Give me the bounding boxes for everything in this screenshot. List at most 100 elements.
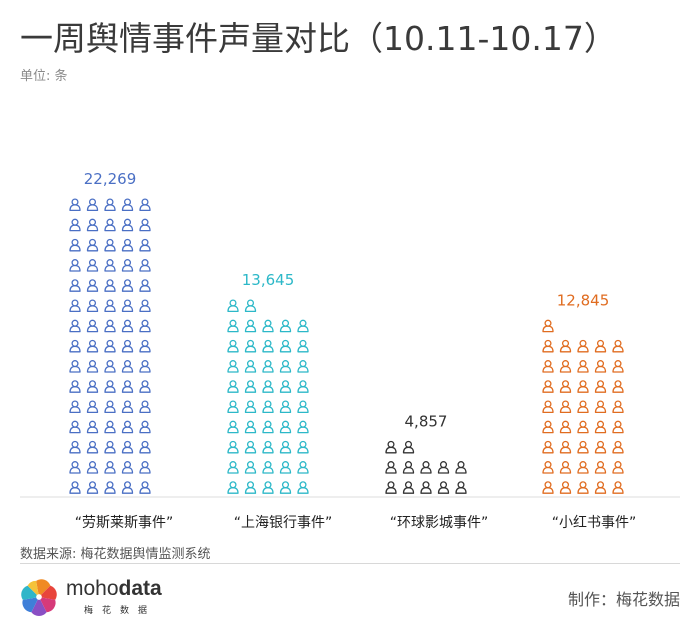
person-icon [86,440,99,454]
person-icon [139,420,151,434]
person-icon [86,238,99,252]
person-icon [86,400,99,414]
person-icon [244,299,257,313]
person-icon [244,481,257,494]
person-icon [402,481,415,494]
person-icon [86,319,99,333]
person-icon [104,420,116,434]
brand-name: mohodata [66,577,162,601]
category-label-shanghai-bank: “上海银行事件” [233,515,333,531]
person-icon [86,420,99,434]
person-icon [121,400,134,414]
maker-credit: 制作：梅花数据 [567,590,680,609]
person-icon [69,218,81,232]
person-icon [279,319,292,333]
person-icon [139,440,151,454]
person-icon [139,461,151,474]
person-icon [244,380,257,393]
person-icon [559,339,572,353]
person-icon [612,400,624,414]
category-label-universal-studios: “环球影城事件” [389,515,489,531]
person-icon [577,339,589,353]
person-icon [69,440,81,454]
person-icon [104,481,116,494]
person-icon [542,400,554,414]
person-icon [297,380,309,393]
person-icon [542,380,554,393]
person-icon [86,218,99,232]
person-icon [542,481,554,494]
person-icon [542,360,554,373]
person-icon [86,339,99,353]
person-icon [139,400,151,414]
person-icon [577,400,589,414]
person-icon [86,461,99,474]
person-icon [139,299,151,313]
person-icon [86,360,99,373]
person-icon [577,461,589,474]
person-icon [612,461,624,474]
page-title: 一周舆情事件声量对比（10.11-10.17） [20,19,617,58]
person-icon [227,360,239,373]
value-label: 4,857 [405,413,448,431]
person-icon [104,339,116,353]
person-icon [244,360,257,373]
person-icon [244,400,257,414]
brand-name-bold: data [118,577,162,600]
person-icon [262,339,274,353]
person-icon [594,400,607,414]
value-label-layer: 22,269 13,645 4,857 12,845 [84,170,610,430]
person-icon [86,198,99,212]
person-icon [559,360,572,373]
person-icon [139,481,151,494]
person-icon [139,319,151,333]
person-icon [227,440,239,454]
person-icon [542,339,554,353]
person-icon [227,400,239,414]
person-icon [385,440,397,454]
person-icon [69,198,81,212]
person-icon [420,461,432,474]
person-icon [612,339,624,353]
person-icon [69,400,81,414]
person-icon [121,238,134,252]
person-icon [612,380,624,393]
person-icon [104,360,116,373]
person-icon [612,481,624,494]
person-icon [594,440,607,454]
person-icon [69,481,81,494]
person-icon [262,380,274,393]
person-icon [121,339,134,353]
person-icon [297,400,309,414]
person-icon [139,198,151,212]
person-icon [121,279,134,292]
person-icon [437,481,450,494]
person-icon [104,238,116,252]
person-icon [297,319,309,333]
person-icon [542,319,554,333]
person-icon [121,198,134,212]
person-icon [279,360,292,373]
person-icon [262,319,274,333]
category-label-rolls-royce: “劳斯莱斯事件” [74,515,174,531]
person-icon [612,360,624,373]
person-icon [577,420,589,434]
value-label: 12,845 [557,291,610,309]
person-icon [559,440,572,454]
person-icon [542,420,554,434]
person-icon [244,319,257,333]
person-icon [121,299,134,313]
person-icon [297,420,309,434]
person-icon [121,218,134,232]
person-icon [86,279,99,292]
person-icon [104,198,116,212]
person-icon [437,461,450,474]
person-icon [262,481,274,494]
person-icon [69,380,81,393]
person-icon [69,299,81,313]
person-icon [262,440,274,454]
person-icon [577,440,589,454]
person-icon [244,339,257,353]
person-icon [139,339,151,353]
person-icon [455,481,467,494]
